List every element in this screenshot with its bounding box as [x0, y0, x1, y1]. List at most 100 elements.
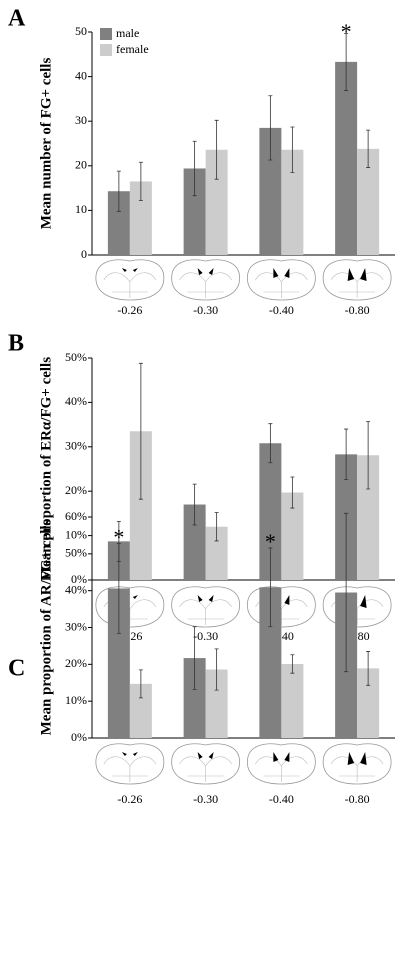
bar [129, 683, 152, 738]
brain-detail [255, 756, 308, 782]
bar [281, 149, 304, 255]
bar [357, 148, 380, 255]
brain-detail [179, 272, 232, 298]
y-tick-label: 10 [75, 202, 87, 216]
legend-label: female [116, 42, 149, 56]
x-tick-label: -0.40 [269, 303, 294, 317]
bar [183, 658, 206, 738]
bar [183, 504, 206, 580]
y-tick-label: 60% [65, 509, 87, 523]
y-tick-label: 30 [75, 113, 87, 127]
y-tick-label: 20% [65, 656, 87, 670]
brain-outline [322, 743, 392, 785]
y-axis-label: Mean number of FG+ cells [38, 58, 54, 230]
x-tick-label: -0.30 [193, 303, 218, 317]
x-tick-label: -0.80 [345, 792, 370, 806]
bar [107, 588, 130, 738]
significance-marker: * [265, 529, 276, 554]
legend-label: male [116, 26, 139, 40]
bar [259, 443, 282, 580]
bar [129, 181, 152, 255]
legend-swatch [100, 28, 112, 40]
panel-label: B [8, 331, 24, 357]
error-bar [268, 95, 273, 161]
brain-detail [103, 756, 157, 782]
y-tick-label: 40% [65, 582, 87, 596]
brain-outline [246, 743, 316, 785]
brain-outline [171, 259, 241, 301]
y-tick-label: 20 [75, 158, 87, 172]
bar [205, 149, 228, 255]
ventricle [347, 268, 367, 281]
error-bar [366, 129, 371, 168]
x-tick-label: -0.80 [345, 303, 370, 317]
brain-section [246, 743, 316, 785]
error-bar [138, 669, 143, 699]
brain-section [95, 743, 165, 785]
brain-detail [179, 599, 232, 625]
error-bar [214, 119, 219, 180]
error-bar [116, 543, 121, 634]
brain-section [171, 743, 241, 785]
error-bar [192, 626, 197, 690]
significance-marker: * [113, 525, 124, 550]
y-tick-label: 50 [75, 24, 87, 38]
bar [281, 663, 304, 738]
ventricle [347, 752, 367, 765]
brain-detail [179, 756, 232, 782]
panel-label: C [8, 656, 25, 682]
error-bar [268, 423, 273, 464]
error-bar [268, 547, 273, 628]
y-tick-label: 50% [65, 546, 87, 560]
brain-outline [171, 743, 241, 785]
bar [129, 431, 152, 580]
y-tick-label: 50% [65, 350, 87, 364]
y-tick-label: 30% [65, 439, 87, 453]
brain-detail [255, 272, 308, 298]
ventricle [197, 595, 214, 602]
y-axis-label: Mean proportion of AR/FG+ cells [38, 519, 54, 735]
brain-section [322, 259, 392, 301]
bar [205, 526, 228, 580]
bar [281, 492, 304, 580]
y-tick-label: 40 [75, 68, 87, 82]
bar [205, 669, 228, 738]
y-tick-label: 0% [71, 572, 87, 586]
brain-section [322, 743, 392, 785]
y-tick-label: 30% [65, 619, 87, 633]
brain-outline [171, 586, 241, 628]
error-bar [138, 161, 143, 201]
y-tick-label: 10% [65, 527, 87, 541]
x-tick-label: -0.30 [193, 629, 218, 643]
ventricle [197, 268, 214, 275]
significance-marker: * [341, 19, 352, 44]
brain-section [171, 259, 241, 301]
error-bar [290, 476, 295, 509]
y-tick-label: 20% [65, 483, 87, 497]
bar [259, 587, 282, 738]
brain-detail [330, 756, 384, 782]
y-axis-label: Mean proportion of ERα/FG+ cells [38, 357, 54, 581]
brain-outline [95, 743, 165, 785]
error-bar [366, 421, 371, 490]
error-bar [344, 428, 349, 481]
error-bar [138, 362, 143, 500]
brain-detail [330, 272, 384, 298]
bar [357, 668, 380, 738]
panel-label: A [8, 6, 26, 32]
error-bar [344, 512, 349, 673]
y-tick-label: 0% [71, 730, 87, 744]
ventricle [121, 268, 138, 272]
error-bar [116, 170, 121, 212]
y-tick-label: 40% [65, 394, 87, 408]
bar [107, 191, 130, 255]
brain-section [171, 586, 241, 628]
ventricle [273, 268, 290, 278]
error-bar [366, 651, 371, 686]
bar [259, 127, 282, 255]
ventricle [121, 752, 138, 756]
error-bar [214, 512, 219, 542]
bar [357, 455, 380, 580]
